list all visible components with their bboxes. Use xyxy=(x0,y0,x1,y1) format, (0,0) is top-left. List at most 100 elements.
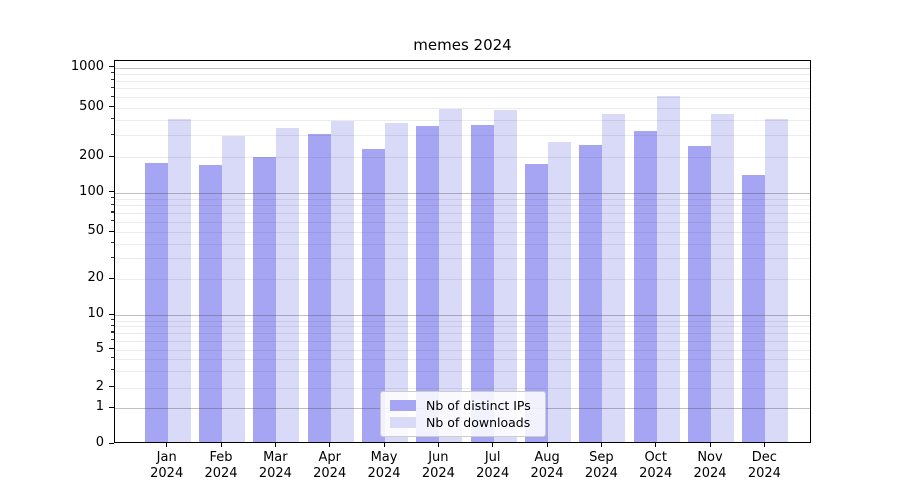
bar-distinct-ips-jan xyxy=(144,162,168,442)
y-tick-label: 1000 xyxy=(70,58,104,74)
x-tick-year: 2024 xyxy=(693,465,727,481)
bar-distinct-ips-dec xyxy=(742,175,766,442)
gridline-minor xyxy=(115,221,810,223)
gridline-minor xyxy=(115,349,810,351)
x-tick-month: Dec xyxy=(751,450,777,465)
x-tick-year: 2024 xyxy=(476,465,510,481)
x-tick-year: 2024 xyxy=(258,465,292,481)
gridline-minor xyxy=(115,340,810,342)
x-tick-year: 2024 xyxy=(584,465,618,481)
y-tick-mark xyxy=(109,277,114,279)
gridline-minor xyxy=(115,212,810,214)
x-tick-month: Nov xyxy=(697,450,723,465)
x-tick-mark xyxy=(166,443,168,447)
legend-label-downloads: Nb of downloads xyxy=(426,415,531,430)
y-minor-tick-mark xyxy=(111,79,114,81)
y-tick-label: 2 xyxy=(95,378,104,394)
y-tick-label: 100 xyxy=(79,183,104,199)
bar-downloads-may xyxy=(385,123,409,442)
x-tick-mark xyxy=(220,443,222,447)
x-tick-month: Aug xyxy=(534,450,560,465)
bar-downloads-apr xyxy=(330,121,354,442)
bar-downloads-aug xyxy=(548,141,572,442)
bar-distinct-ips-feb xyxy=(199,165,223,442)
y-minor-tick-mark xyxy=(111,357,114,359)
gridline-minor xyxy=(115,332,810,334)
x-tick-month: Mar xyxy=(263,450,288,465)
x-tick-year: 2024 xyxy=(367,465,401,481)
x-tick-mark xyxy=(274,443,277,447)
x-tick-mark xyxy=(329,443,331,447)
gridline-major xyxy=(115,67,810,69)
y-minor-tick-mark xyxy=(111,324,114,326)
chart-title: memes 2024 xyxy=(413,36,512,54)
x-tick-mark xyxy=(546,443,548,447)
x-tick-label-feb: Feb 2024 xyxy=(189,450,253,481)
gridline-minor xyxy=(115,119,810,121)
gridline-minor xyxy=(115,279,810,281)
y-tick-mark xyxy=(109,348,114,350)
x-tick-label-mar: Mar 2024 xyxy=(243,450,307,481)
bar-distinct-ips-jun xyxy=(416,126,440,442)
legend-label-distinct-ips: Nb of distinct IPs xyxy=(426,398,531,413)
y-minor-tick-mark xyxy=(111,197,114,199)
y-minor-tick-mark xyxy=(111,256,114,259)
y-minor-tick-mark xyxy=(111,86,114,88)
y-tick-label: 50 xyxy=(87,223,104,238)
legend-swatch-downloads xyxy=(390,417,416,428)
gridline-minor xyxy=(115,73,810,75)
bar-downloads-jul xyxy=(493,110,517,442)
bar-downloads-dec xyxy=(765,119,789,442)
bar-distinct-ips-oct xyxy=(633,130,657,442)
gridline-minor xyxy=(115,232,810,233)
x-tick-label-apr: Apr 2024 xyxy=(298,450,362,481)
gridline-minor xyxy=(115,107,810,109)
y-tick-label: 200 xyxy=(79,148,104,164)
x-tick-month: Feb xyxy=(209,450,233,465)
x-tick-year: 2024 xyxy=(639,465,673,481)
gridline-minor xyxy=(115,80,810,82)
x-tick-month: Jul xyxy=(484,450,501,465)
y-tick-mark xyxy=(109,155,114,157)
bar-distinct-ips-jul xyxy=(470,124,494,442)
x-tick-label-aug: Aug 2024 xyxy=(515,450,579,481)
x-tick-label-sep: Sep 2024 xyxy=(569,450,633,481)
gridline-minor xyxy=(115,88,810,90)
x-tick-month: Jun xyxy=(428,450,449,465)
bar-downloads-mar xyxy=(276,128,300,442)
legend-item-distinct-ips: Nb of distinct IPs xyxy=(390,397,536,414)
gridline-minor xyxy=(115,370,810,372)
y-tick-label: 10 xyxy=(87,306,104,322)
gridline-minor xyxy=(115,387,810,389)
bar-distinct-ips-mar xyxy=(253,157,277,442)
y-tick-mark xyxy=(109,66,114,68)
y-tick-mark xyxy=(109,406,114,408)
bar-downloads-feb xyxy=(222,135,246,442)
gridline-major xyxy=(115,315,810,317)
y-tick-label: 20 xyxy=(87,270,104,286)
x-tick-month: Oct xyxy=(644,450,667,465)
x-tick-label-jul: Jul 2024 xyxy=(461,450,525,481)
x-tick-year: 2024 xyxy=(150,465,184,481)
y-minor-tick-mark xyxy=(111,133,114,135)
x-tick-mark xyxy=(709,443,711,447)
bar-downloads-nov xyxy=(711,113,735,442)
bar-downloads-jun xyxy=(439,109,463,442)
gridline-minor xyxy=(115,135,810,137)
x-tick-month: May xyxy=(370,450,398,465)
y-tick-mark xyxy=(109,230,114,232)
gridline-minor xyxy=(115,320,810,322)
x-tick-label-dec: Dec 2024 xyxy=(732,450,796,481)
x-tick-label-may: May 2024 xyxy=(352,450,416,481)
x-tick-month: Sep xyxy=(589,450,614,465)
x-tick-label-nov: Nov 2024 xyxy=(678,450,742,481)
y-tick-label: 0 xyxy=(95,435,104,450)
gridline-minor xyxy=(115,97,810,99)
y-tick-mark xyxy=(109,313,114,315)
gridline-minor xyxy=(115,157,810,159)
x-tick-year: 2024 xyxy=(204,465,238,481)
legend-swatch-distinct-ips xyxy=(390,400,416,411)
gridline-minor xyxy=(115,205,810,207)
y-minor-tick-mark xyxy=(111,203,114,206)
